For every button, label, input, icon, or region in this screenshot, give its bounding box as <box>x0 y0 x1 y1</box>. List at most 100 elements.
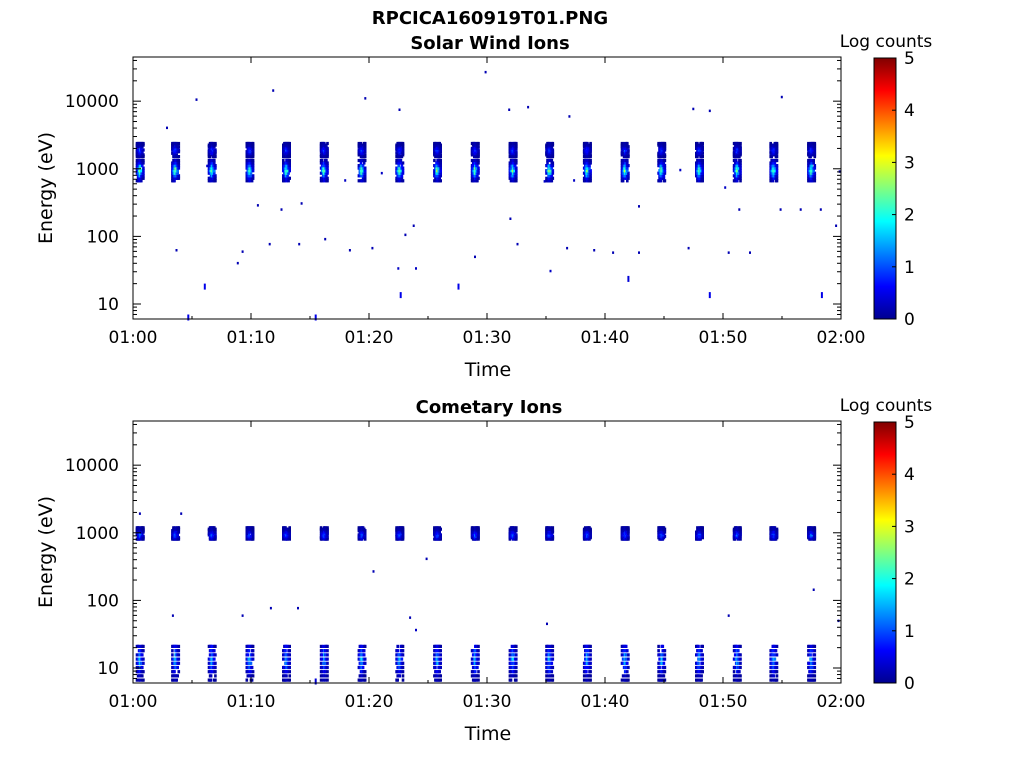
heatmap-cell <box>546 161 549 165</box>
heatmap-cell <box>436 674 439 678</box>
heatmap-cell <box>509 161 513 165</box>
heatmap-cell <box>663 670 667 674</box>
heatmap-cell <box>214 164 217 168</box>
heatmap-cell <box>623 161 627 165</box>
heatmap-cell <box>214 661 217 665</box>
heatmap-cell <box>809 143 812 147</box>
heatmap-cell <box>736 644 739 648</box>
heatmap-cell <box>282 169 285 173</box>
heatmap-point <box>508 108 511 111</box>
heatmap-cell <box>288 166 291 170</box>
heatmap-cell <box>626 670 629 674</box>
heatmap-cell <box>177 644 181 648</box>
heatmap-cell <box>435 174 438 178</box>
heatmap-point <box>344 179 347 182</box>
heatmap-cell <box>476 179 479 183</box>
heatmap-cell <box>659 674 662 678</box>
heatmap-cell <box>250 665 254 670</box>
heatmap-cell <box>476 164 479 168</box>
heatmap-cell <box>701 176 704 180</box>
heatmap-cell <box>585 158 588 163</box>
heatmap-cell <box>401 678 405 682</box>
heatmap-cell <box>772 674 776 678</box>
heatmap-cell <box>174 665 177 670</box>
heatmap-cell <box>657 661 660 665</box>
x-tick-label: 01:10 <box>227 692 276 712</box>
heatmap-cell <box>142 171 145 175</box>
heatmap-cell <box>811 670 814 674</box>
heatmap-cell <box>142 526 145 530</box>
heatmap-cell <box>439 657 442 661</box>
heatmap-cell <box>320 665 324 670</box>
heatmap-cell <box>626 161 629 165</box>
heatmap-cell <box>477 158 480 163</box>
heatmap-cell <box>172 526 175 530</box>
heatmap-cell <box>772 150 776 154</box>
heatmap-cell <box>401 665 405 670</box>
heatmap-cell <box>739 164 742 168</box>
heatmap-cell <box>209 150 213 154</box>
heatmap-cell <box>475 150 478 154</box>
heatmap-cell <box>283 179 286 183</box>
heatmap-cell <box>474 143 477 147</box>
heatmap-cell <box>401 171 405 175</box>
heatmap-cell <box>545 661 548 665</box>
heatmap-cell <box>550 670 554 674</box>
heatmap-cell <box>320 176 324 180</box>
heatmap-cell <box>397 176 400 180</box>
heatmap-cell <box>288 526 291 530</box>
heatmap-point <box>203 283 206 290</box>
heatmap-cell <box>174 150 177 154</box>
heatmap-cell <box>551 674 555 678</box>
heatmap-cell <box>621 674 625 678</box>
heatmap-cell <box>435 143 438 147</box>
heatmap-cell <box>812 161 815 165</box>
heatmap-cell <box>398 145 402 149</box>
heatmap-cell <box>477 653 480 657</box>
heatmap-cell <box>326 141 329 146</box>
heatmap-cell <box>550 174 554 178</box>
heatmap-cell <box>396 649 399 653</box>
y-tick-label: 1000 <box>76 524 119 544</box>
heatmap-cell <box>771 678 775 682</box>
heatmap-cell <box>172 158 175 163</box>
heatmap-cell <box>324 649 327 653</box>
colorbar-tick-label: 2 <box>904 206 915 226</box>
heatmap-cell <box>399 670 403 674</box>
heatmap-cell <box>697 150 700 154</box>
heatmap-cell <box>772 176 776 180</box>
heatmap-cell <box>698 176 701 180</box>
heatmap-cell <box>142 143 145 147</box>
heatmap-cell <box>210 644 214 648</box>
heatmap-cell <box>171 665 174 670</box>
heatmap-cell <box>813 678 817 682</box>
heatmap-cell <box>548 678 551 682</box>
heatmap-cell <box>246 670 250 674</box>
heatmap-cell <box>551 169 555 173</box>
heatmap-cell <box>622 141 626 146</box>
heatmap-cell <box>515 665 518 670</box>
heatmap-cell <box>142 158 145 163</box>
heatmap-cell <box>775 145 779 149</box>
heatmap-cell <box>177 176 181 180</box>
heatmap-point <box>708 292 711 299</box>
heatmap-cell <box>249 174 253 178</box>
heatmap-cell <box>326 665 329 670</box>
heatmap-point <box>593 249 596 252</box>
heatmap-cell <box>436 526 439 530</box>
heatmap-cell <box>701 161 704 165</box>
heatmap-cell <box>326 657 329 661</box>
heatmap-cell <box>324 653 327 657</box>
heatmap-point <box>687 246 690 250</box>
heatmap-cell <box>142 176 145 180</box>
heatmap-point <box>166 126 168 130</box>
heatmap-cell <box>326 674 329 678</box>
heatmap-cell <box>171 174 174 178</box>
heatmap-cell <box>807 141 810 146</box>
heatmap-cell <box>811 179 814 183</box>
x-tick-label: 01:20 <box>345 328 394 348</box>
heatmap-cell <box>208 155 212 159</box>
heatmap-cell <box>213 649 216 653</box>
heatmap-cell <box>508 653 512 657</box>
heatmap-cell <box>813 143 817 147</box>
